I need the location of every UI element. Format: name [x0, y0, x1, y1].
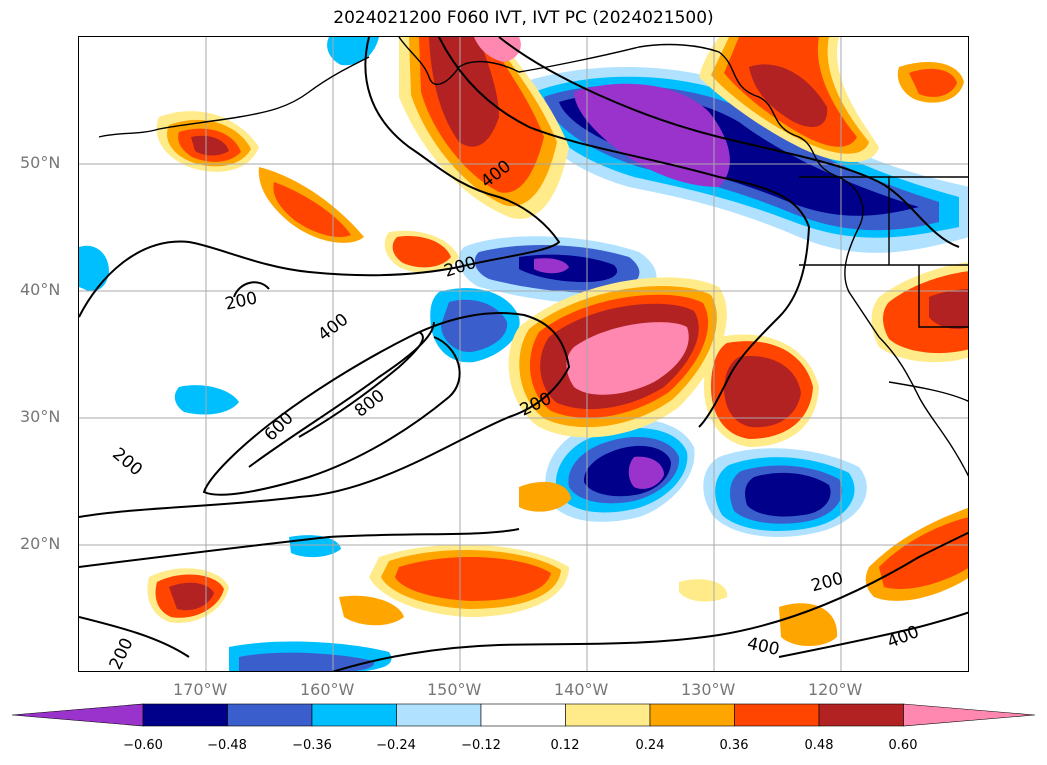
- negative-anomaly-shading: [79, 37, 968, 671]
- lon-label: 150°W: [427, 680, 482, 699]
- colorbar-tick: −0.24: [376, 738, 416, 753]
- colorbar-tick: 0.60: [888, 738, 918, 753]
- colorbar-tick: −0.36: [292, 738, 332, 753]
- lat-label: 30°N: [20, 407, 61, 426]
- colorbar-extend-high: [903, 703, 1036, 727]
- ivt-contours: [79, 37, 968, 671]
- lon-label: 160°W: [300, 680, 355, 699]
- lon-label: 140°W: [554, 680, 609, 699]
- contour-label: 800: [351, 386, 389, 422]
- contour-label: 200: [809, 569, 846, 597]
- contour-label: 400: [314, 310, 352, 346]
- contour-label: 200: [106, 635, 138, 672]
- graticule: [79, 37, 968, 671]
- colorbar-segment: [227, 703, 313, 727]
- colorbar-tick: −0.60: [123, 738, 163, 753]
- lon-label: 120°W: [808, 680, 863, 699]
- contour-label: 400: [884, 622, 922, 653]
- colorbar-segment: [649, 703, 735, 727]
- colorbar-tick: −0.48: [207, 738, 247, 753]
- colorbar-tick: 0.24: [635, 738, 665, 753]
- map-panel: 400 200 200 400 600 800 200 200 200 200 …: [78, 36, 969, 672]
- lat-label: 50°N: [20, 153, 61, 172]
- contour-label: 200: [223, 288, 259, 314]
- colorbar-segment: [142, 703, 228, 727]
- lon-label: 130°W: [681, 680, 736, 699]
- lon-label: 170°W: [173, 680, 228, 699]
- colorbar-tick: 0.36: [719, 738, 749, 753]
- contour-label: 600: [261, 408, 298, 445]
- map-canvas: 400 200 200 400 600 800 200 200 200 200 …: [79, 37, 968, 672]
- contour-label: 400: [745, 634, 781, 660]
- colorbar-segment: [818, 703, 904, 727]
- colorbar-segment: [480, 703, 566, 727]
- positive-anomaly-shading: [147, 37, 968, 646]
- lat-label: 20°N: [20, 534, 61, 553]
- contour-label: 200: [108, 444, 146, 480]
- lat-label: 40°N: [20, 280, 61, 299]
- colorbar-tick: 0.12: [550, 738, 580, 753]
- coastlines: [98, 37, 968, 477]
- colorbar-segment: [565, 703, 651, 727]
- colorbar-tick: 0.48: [804, 738, 834, 753]
- colorbar-extend-low: [11, 703, 144, 727]
- colorbar-segment: [311, 703, 397, 727]
- map-title: 2024021200 F060 IVT, IVT PC (2024021500): [333, 8, 714, 28]
- colorbar-segment: [396, 703, 482, 727]
- colorbar-segment: [734, 703, 820, 727]
- colorbar-tick: −0.12: [461, 738, 501, 753]
